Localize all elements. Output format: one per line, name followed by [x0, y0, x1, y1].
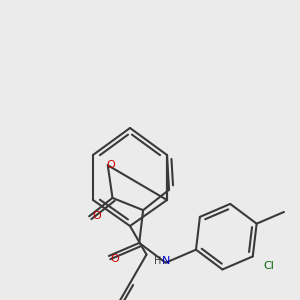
Text: N: N	[162, 256, 170, 266]
Text: O: O	[110, 254, 119, 264]
Text: H: H	[154, 256, 162, 266]
Text: O: O	[92, 211, 101, 221]
Text: O: O	[106, 160, 115, 170]
Text: Cl: Cl	[263, 261, 274, 271]
